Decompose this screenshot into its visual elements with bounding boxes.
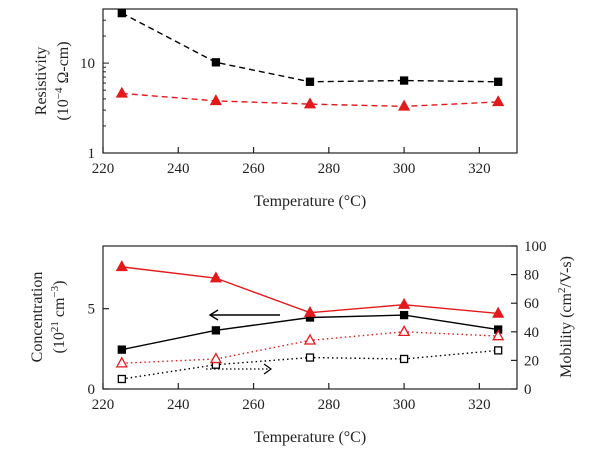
- resistivity-series-1-line: [121, 92, 499, 108]
- right-axis-arrow: [206, 363, 273, 375]
- concentration-x-tick-label: 260: [242, 397, 265, 413]
- concentration-series-3-point: [209, 352, 223, 364]
- resistivity-series-0-point: [117, 8, 126, 18]
- resistivity-series-1-point: [209, 94, 223, 106]
- concentration-x-tick-label: 300: [393, 397, 416, 413]
- resistivity-y-tick-label: 10: [80, 56, 95, 72]
- left-axis-arrow: [208, 309, 280, 321]
- concentration-y-axis-label-line2: (1021 cm−3): [49, 281, 68, 354]
- mobility-y-tick-label: 100: [524, 239, 547, 255]
- concentration-x-tick-label: 240: [167, 397, 190, 413]
- concentration-x-tick-label: 320: [468, 397, 491, 413]
- resistivity-plot-frame: [102, 8, 518, 154]
- resistivity-x-tick-label: 300: [393, 161, 416, 177]
- resistivity-series-0-line: [121, 12, 499, 83]
- resistivity-x-tick-label: 240: [167, 161, 190, 177]
- concentration-series-2-point: [399, 354, 409, 364]
- mobility-y-axis-label: Mobility (cm2/V-s): [556, 256, 575, 378]
- concentration-series-1-point: [303, 305, 317, 317]
- resistivity-x-tick-label: 280: [318, 161, 341, 177]
- resistivity-series-1-point: [397, 99, 411, 111]
- resistivity-y-tick-label: 1: [88, 146, 96, 162]
- resistivity-chart: 220 240 260 280 300 320 1 10 Temperature (°C) R…: [33, 8, 518, 210]
- concentration-y-tick-label: 5: [88, 302, 96, 318]
- resistivity-series-1-point: [115, 86, 128, 98]
- concentration-series-2-point: [305, 353, 315, 362]
- concentration-series-1-point: [209, 271, 223, 283]
- resistivity-series-0-point: [305, 77, 315, 86]
- concentration-series-1-point: [115, 260, 128, 272]
- mobility-y-tick-label: 40: [524, 325, 539, 341]
- concentration-series-0-point: [117, 345, 126, 354]
- concentration-mobility-chart: 220 240 260 280 300 320 0 5 0 20 40 60 80 100 Tempera…: [29, 239, 575, 446]
- concentration-series-2-point: [494, 346, 503, 355]
- resistivity-y-axis-label-line2: (10−4 Ω-cm): [53, 41, 72, 120]
- concentration-series-3-point: [115, 356, 128, 368]
- concentration-series-3-point: [303, 333, 317, 345]
- resistivity-series-1-point: [303, 97, 317, 109]
- concentration-x-tick-label: 220: [92, 397, 115, 413]
- concentration-y-tick-label: 0: [88, 382, 96, 398]
- mobility-y-tick-label: 60: [524, 296, 539, 312]
- resistivity-x-axis-label: Temperature (°C): [254, 193, 366, 210]
- resistivity-y-axis-label-line1: Resistivity: [33, 47, 50, 115]
- resistivity-series-0-point: [399, 76, 409, 85]
- concentration-x-axis-label: Temperature (°C): [254, 429, 366, 446]
- resistivity-x-tick-label: 260: [242, 161, 265, 177]
- resistivity-series-1-point: [492, 95, 505, 107]
- concentration-plot-frame: [102, 245, 518, 390]
- resistivity-x-tick-label: 220: [92, 161, 115, 177]
- concentration-series-2-point: [117, 374, 126, 384]
- resistivity-x-tick-label: 320: [468, 161, 491, 177]
- mobility-y-tick-label: 20: [524, 353, 539, 369]
- concentration-x-tick-label: 280: [318, 397, 341, 413]
- concentration-series-0-point: [399, 310, 409, 320]
- concentration-series-0-point: [211, 326, 221, 335]
- resistivity-series-0-point: [211, 58, 221, 67]
- concentration-series-3-point: [397, 325, 411, 337]
- concentration-series-1-point: [397, 297, 411, 309]
- concentration-series-1-point: [492, 306, 505, 318]
- resistivity-series-0-point: [494, 77, 503, 86]
- concentration-series-3-point: [492, 329, 505, 341]
- mobility-y-tick-label: 80: [524, 268, 539, 284]
- mobility-y-tick-label: 0: [524, 382, 532, 398]
- concentration-y-axis-label-line1: Concentration: [29, 272, 46, 363]
